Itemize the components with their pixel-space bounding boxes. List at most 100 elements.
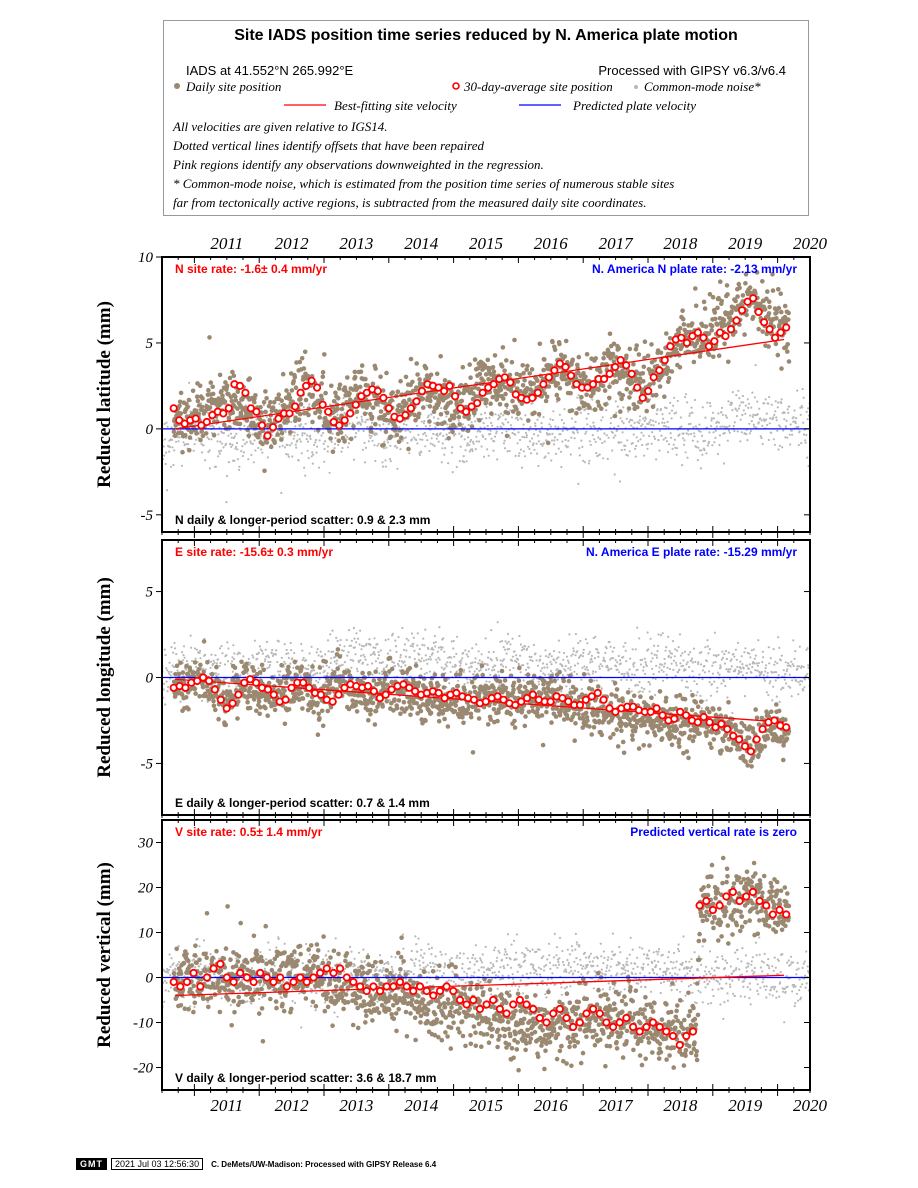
cmn-point <box>521 435 524 439</box>
cmn-point <box>670 409 674 412</box>
daily-point <box>607 331 613 337</box>
cmn-point <box>328 666 331 669</box>
cmn-point <box>507 421 510 424</box>
cmn-point <box>583 665 586 668</box>
cmn-point <box>748 652 751 655</box>
cmn-point <box>802 433 806 436</box>
daily-point <box>546 384 552 389</box>
cmn-point <box>462 651 465 655</box>
daily-point <box>488 401 493 407</box>
cmn-point <box>489 432 492 436</box>
cmn-point <box>710 419 713 422</box>
cmn-point <box>491 669 494 672</box>
cmn-point <box>202 444 205 447</box>
cmn-point <box>305 438 308 441</box>
cmn-point <box>176 436 180 439</box>
cmn-point <box>511 431 514 435</box>
cmn-point <box>510 659 514 662</box>
cmn-point <box>474 420 477 423</box>
daily-point <box>235 389 241 395</box>
cmn-point <box>630 424 633 427</box>
daily-point <box>203 693 209 699</box>
cmn-point <box>631 648 634 651</box>
daily-point <box>742 332 747 337</box>
cmn-point <box>519 643 523 646</box>
cmn-point <box>163 422 166 426</box>
daily-point <box>776 287 781 292</box>
cmn-point <box>753 657 756 660</box>
daily-point <box>607 384 612 390</box>
cmn-point <box>185 660 189 663</box>
cmn-point <box>436 661 439 664</box>
cmn-point <box>517 431 520 434</box>
cmn-point <box>391 632 394 636</box>
cmn-point <box>261 652 264 655</box>
cmn-point <box>335 636 338 640</box>
cmn-point <box>496 621 499 624</box>
daily-point <box>516 410 521 416</box>
cmn-point <box>629 657 632 660</box>
daily-point <box>262 468 267 474</box>
cmn-point <box>316 445 319 448</box>
cmn-point <box>721 650 724 653</box>
cmn-point <box>289 641 292 645</box>
cmn-point <box>619 662 622 665</box>
cmn-point <box>285 652 288 656</box>
cmn-point <box>715 425 719 428</box>
cmn-point <box>502 665 505 668</box>
cmn-point <box>295 446 298 449</box>
cmn-point <box>619 417 622 420</box>
daily-point <box>417 377 422 382</box>
cmn-point <box>784 436 787 439</box>
cmn-point <box>518 452 521 455</box>
daily-point <box>299 664 305 670</box>
cmn-point <box>728 670 731 674</box>
cmn-point <box>576 431 579 434</box>
cmn-point <box>671 640 675 643</box>
daily-point <box>481 378 486 384</box>
cmn-point <box>331 432 334 435</box>
cmn-point <box>415 424 419 427</box>
cmn-point <box>748 422 751 425</box>
cmn-point <box>655 664 658 668</box>
cmn-point <box>266 654 269 657</box>
cmn-point <box>680 425 683 428</box>
daily-point <box>396 439 402 445</box>
cmn-point <box>505 430 508 433</box>
cmn-point <box>553 659 556 662</box>
cmn-point <box>716 420 719 423</box>
daily-point <box>512 337 517 343</box>
average-point <box>544 373 554 382</box>
cmn-point <box>429 658 432 661</box>
daily-point <box>230 369 235 375</box>
daily-point <box>600 383 606 389</box>
cmn-point <box>447 677 450 680</box>
cmn-point <box>369 653 372 657</box>
cmn-point <box>381 465 385 468</box>
daily-point <box>317 415 322 420</box>
cmn-point <box>285 648 288 652</box>
cmn-point <box>251 433 254 436</box>
cmn-point <box>511 655 515 658</box>
cmn-point <box>359 659 362 662</box>
daily-point <box>245 699 250 705</box>
cmn-point <box>420 657 423 660</box>
cmn-point <box>449 670 452 674</box>
cmn-point <box>339 638 342 642</box>
cmn-point <box>466 442 469 445</box>
average-point <box>401 410 410 420</box>
cmn-point <box>664 425 668 428</box>
cmn-point <box>761 442 764 446</box>
daily-point <box>183 695 189 700</box>
cmn-point <box>653 437 657 440</box>
daily-point <box>378 374 383 380</box>
average-point <box>406 404 415 413</box>
cmn-point <box>167 670 170 673</box>
cmn-point <box>710 683 714 686</box>
cmn-point <box>642 669 645 672</box>
cmn-point <box>581 666 584 669</box>
cmn-point <box>214 672 217 675</box>
daily-point <box>510 398 515 404</box>
cmn-point <box>181 659 185 662</box>
daily-point <box>343 388 348 394</box>
